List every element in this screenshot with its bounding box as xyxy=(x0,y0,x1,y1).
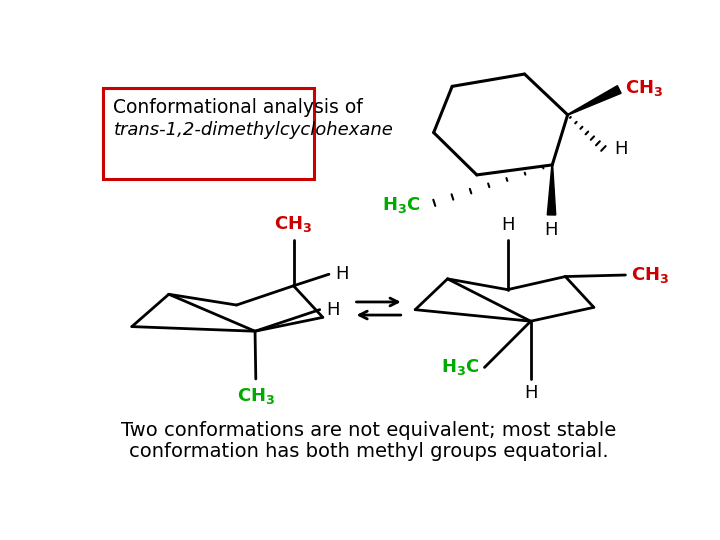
Text: $\mathregular{H_3C}$: $\mathregular{H_3C}$ xyxy=(382,195,420,215)
Text: H: H xyxy=(326,301,339,319)
Text: conformation has both methyl groups equatorial.: conformation has both methyl groups equa… xyxy=(129,442,609,461)
Text: H: H xyxy=(501,216,514,234)
Text: Two conformations are not equivalent; most stable: Two conformations are not equivalent; mo… xyxy=(122,421,616,440)
Text: H: H xyxy=(524,384,537,402)
Polygon shape xyxy=(567,86,621,115)
Text: Conformational analysis of: Conformational analysis of xyxy=(113,98,363,117)
Text: H: H xyxy=(335,265,348,284)
Text: $\mathregular{CH_3}$: $\mathregular{CH_3}$ xyxy=(626,78,664,98)
Text: $\mathregular{CH_3}$: $\mathregular{CH_3}$ xyxy=(631,265,669,285)
Text: $\mathregular{CH_3}$: $\mathregular{CH_3}$ xyxy=(237,386,275,406)
FancyBboxPatch shape xyxy=(102,88,314,179)
Text: trans-1,2-dimethylcyclohexane: trans-1,2-dimethylcyclohexane xyxy=(113,121,393,139)
Text: $\mathregular{CH_3}$: $\mathregular{CH_3}$ xyxy=(274,214,312,234)
Text: H: H xyxy=(545,221,558,239)
Text: $\mathregular{H_3C}$: $\mathregular{H_3C}$ xyxy=(441,357,480,377)
Text: H: H xyxy=(614,140,627,159)
Polygon shape xyxy=(547,165,556,215)
